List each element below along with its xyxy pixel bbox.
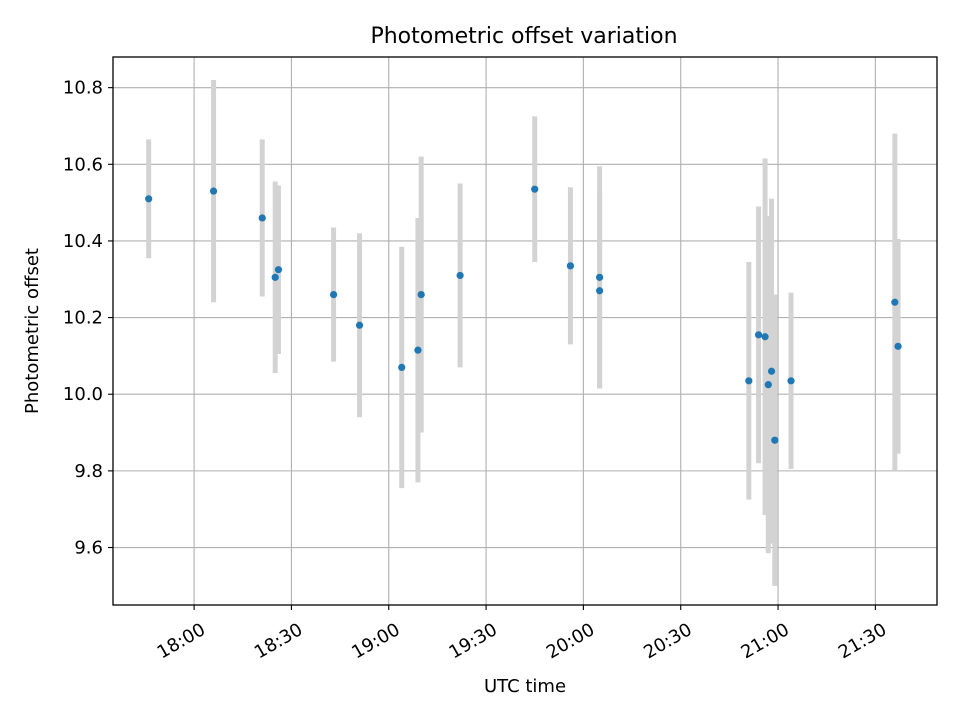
data-point [764, 381, 772, 389]
grid [113, 57, 937, 605]
data-point [894, 342, 902, 350]
y-tick-label: 10.6 [63, 154, 103, 175]
plot-frame [112, 56, 938, 606]
data-point [209, 187, 218, 195]
y-tick-label: 9.6 [74, 538, 103, 559]
data-points [145, 185, 902, 444]
data-point [767, 367, 776, 375]
data-point [456, 271, 464, 280]
data-point [761, 333, 769, 341]
data-point [566, 262, 575, 270]
data-point [596, 273, 604, 281]
data-point [417, 290, 425, 299]
x-axis-label: UTC time [484, 676, 566, 697]
y-tick-label: 10.2 [63, 308, 103, 329]
data-point [596, 287, 604, 295]
data-point [145, 195, 153, 203]
data-point [745, 377, 753, 385]
y-axis-label: Photometric offset [22, 248, 43, 414]
data-point [414, 346, 422, 354]
y-tick-label: 10.0 [63, 384, 103, 405]
y-tick-label: 10.4 [63, 231, 103, 252]
y-tick-label: 10.8 [63, 78, 103, 99]
data-point [771, 436, 779, 444]
data-point [754, 331, 763, 339]
data-point [398, 363, 406, 372]
data-point [274, 266, 283, 274]
data-point [329, 290, 338, 299]
data-point [271, 273, 279, 281]
data-point [531, 185, 539, 193]
data-point [258, 214, 266, 222]
y-tick-label: 9.8 [74, 461, 103, 482]
data-point [355, 321, 364, 329]
chart-title: Photometric offset variation [370, 24, 677, 49]
data-point [787, 377, 795, 385]
data-point [891, 298, 899, 306]
